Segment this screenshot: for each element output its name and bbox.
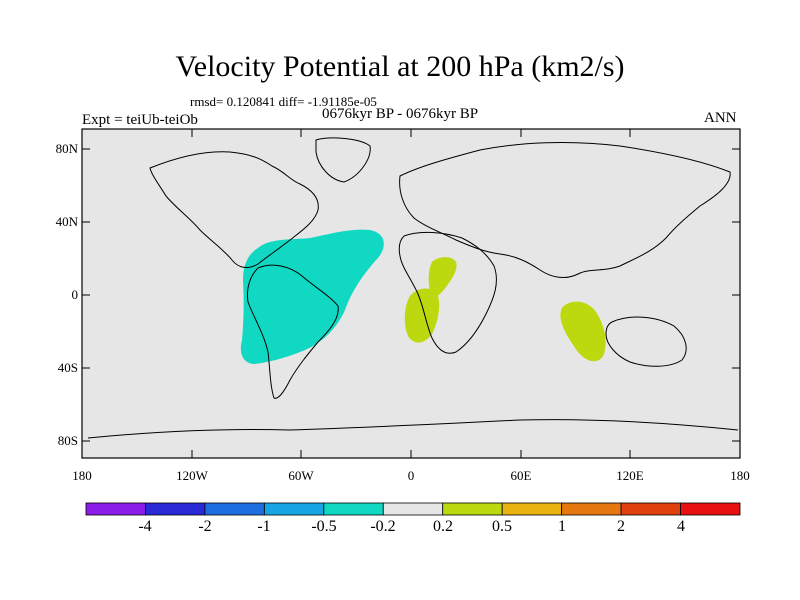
- colorbar-swatch: [680, 502, 741, 516]
- colorbar-swatch: [382, 502, 444, 516]
- x-tick-label: 60E: [510, 468, 532, 483]
- antarctica-coast: [87, 419, 739, 439]
- experiment-label: Expt = teiUb-teiOb: [82, 112, 198, 128]
- colorbar-swatch: [501, 502, 563, 516]
- australia-coast: [605, 316, 687, 367]
- y-tick-label: 0: [71, 287, 79, 302]
- africa-positive-region-south: [404, 288, 440, 343]
- stats-text: rmsd= 0.120841 diff= -1.91185e-05: [190, 94, 377, 109]
- colorbar-label: -1: [257, 518, 271, 535]
- africa-positive-region-north: [428, 257, 457, 298]
- y-tick-label: 80S: [57, 433, 78, 448]
- colorbar-label: 0.5: [492, 518, 512, 535]
- x-tick-label: 0: [407, 468, 415, 483]
- colorbar-swatch: [263, 502, 325, 516]
- south-america-coast: [247, 264, 339, 399]
- colorbar: [85, 502, 741, 516]
- africa-coast: [398, 231, 497, 354]
- colorbar-label: 0.2: [433, 518, 453, 535]
- indian-ocean-positive-region: [560, 301, 606, 362]
- y-tick-label: 40S: [57, 360, 78, 375]
- x-tick-label: 180: [730, 468, 750, 483]
- north-america-coast: [149, 151, 319, 268]
- colorbar-label: 4: [677, 518, 685, 535]
- map-background: [82, 129, 740, 458]
- y-tick-label: 40N: [55, 214, 78, 229]
- colorbar-label: 1: [558, 518, 566, 535]
- colorbar-swatch: [620, 502, 681, 516]
- colorbar-swatch: [85, 502, 146, 516]
- x-tick-label: 60W: [288, 468, 314, 483]
- season-label: ANN: [704, 110, 737, 126]
- y-tick-label: 80N: [55, 141, 78, 156]
- colorbar-swatch: [442, 502, 503, 516]
- x-tick-label: 180: [72, 468, 92, 483]
- colorbar-label: 2: [617, 518, 625, 535]
- colorbar-label: -0.2: [370, 518, 396, 535]
- colorbar-swatch: [323, 502, 384, 516]
- colorbar-label: -4: [138, 518, 152, 535]
- colorbar-swatch: [145, 502, 206, 516]
- axis-ticks: [82, 129, 740, 458]
- americas-atlantic-negative-region: [240, 229, 384, 364]
- map-frame: [81, 128, 741, 459]
- x-tick-label: 120E: [616, 468, 644, 483]
- colorbar-label: -2: [198, 518, 212, 535]
- plot-title: Velocity Potential at 200 hPa (km2/s): [175, 50, 625, 83]
- colorbar-swatch: [561, 502, 622, 516]
- eurasia-coast: [399, 142, 731, 278]
- coastlines: [87, 137, 739, 439]
- greenland-coast: [315, 137, 371, 183]
- colorbar-label: -0.5: [311, 518, 337, 535]
- x-tick-label: 120W: [176, 468, 208, 483]
- period-text: 0676kyr BP - 0676kyr BP: [322, 106, 479, 122]
- colorbar-swatch: [204, 502, 265, 516]
